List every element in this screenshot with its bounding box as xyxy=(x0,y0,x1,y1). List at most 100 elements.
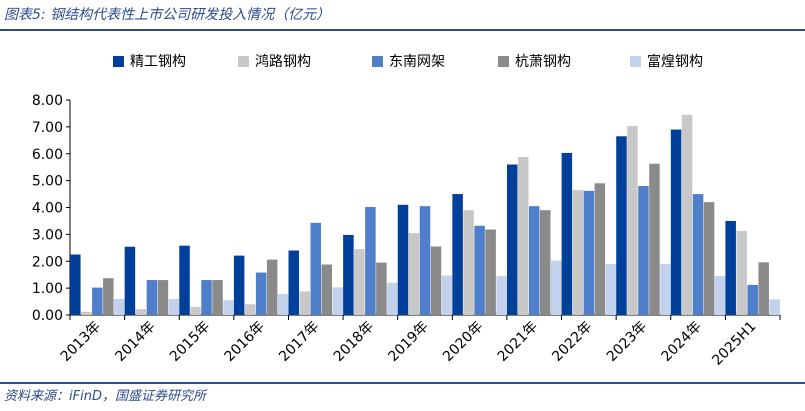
bar-2-4 xyxy=(244,304,256,315)
bar-4-10 xyxy=(594,183,606,315)
bar-5-5 xyxy=(332,287,344,315)
bar-5-10 xyxy=(605,263,617,315)
bar-2-11 xyxy=(627,126,638,315)
legend-label-5: 富煌钢构 xyxy=(647,53,703,70)
bar-3-4 xyxy=(255,272,267,315)
x-tick-label: 2020年 xyxy=(440,319,486,365)
bar-5-8 xyxy=(496,276,507,315)
bar-5-12 xyxy=(714,276,726,315)
x-axis: 2013年 2014年 2015年 2016年 2017年 2018年 2019年 2020年… xyxy=(58,314,781,369)
y-tick-label: 0.00 xyxy=(32,308,63,324)
x-tick-label: 2021年 xyxy=(495,319,541,365)
bar-1-7 xyxy=(397,204,409,315)
bar-2-13 xyxy=(736,230,747,315)
bar-1-9 xyxy=(506,164,518,315)
bar-1-5 xyxy=(288,250,300,315)
bar-3-12 xyxy=(692,194,704,315)
x-tick-label: 2017年 xyxy=(276,319,322,365)
x-tick-label: 2019年 xyxy=(385,319,431,365)
bar-4-5 xyxy=(321,264,333,315)
y-tick-label: 8.00 xyxy=(32,93,63,109)
bar-4-12 xyxy=(703,202,715,315)
x-tick-label: 2014年 xyxy=(112,319,158,365)
bar-5-4 xyxy=(277,294,289,315)
legend-label-4: 杭萧钢构 xyxy=(515,54,571,70)
bar-4-3 xyxy=(212,280,223,315)
bar-4-7 xyxy=(430,246,442,315)
x-tick-label: 2015年 xyxy=(167,319,213,365)
bar-3-9 xyxy=(528,206,540,315)
y-tick-label: 7.00 xyxy=(32,120,63,136)
bar-4-1 xyxy=(103,278,114,315)
x-tick-label: 2016年 xyxy=(222,319,268,365)
bar-1-13 xyxy=(725,220,736,315)
figure-title: 图表5: 钢结构代表性上市公司研发投入情况（亿元） xyxy=(4,7,331,23)
legend-label-3: 东南网架 xyxy=(389,54,445,70)
bar-2-10 xyxy=(572,190,584,315)
bar-2-12 xyxy=(681,114,693,315)
bar-5-6 xyxy=(387,282,398,315)
x-tick-label: 2023年 xyxy=(604,319,650,365)
bar-4-6 xyxy=(376,262,387,315)
bar-3-3 xyxy=(201,280,212,315)
bar-1-3 xyxy=(179,245,190,315)
y-axis: 0.00 1.00 2.00 3.00 4.00 5.00 6.00 7.00 8.00 xyxy=(32,93,71,324)
bar-2-1 xyxy=(81,311,92,315)
bar-2-3 xyxy=(190,306,201,315)
bar-2-7 xyxy=(408,233,420,315)
bar-1-12 xyxy=(670,129,682,315)
x-tick-label: 2022年 xyxy=(549,319,595,365)
bar-1-8 xyxy=(452,194,463,315)
source-rule xyxy=(0,382,805,384)
bar-3-6 xyxy=(365,206,376,315)
legend-label-2: 鸿路钢构 xyxy=(255,53,311,70)
legend-label-1: 精工钢构 xyxy=(130,54,186,70)
bar-3-7 xyxy=(419,206,431,315)
bar-5-11 xyxy=(660,263,671,315)
bar-3-1 xyxy=(92,287,103,315)
bar-3-11 xyxy=(638,186,649,315)
legend-swatch-2 xyxy=(238,56,249,67)
y-tick-label: 6.00 xyxy=(32,147,63,163)
y-tick-label: 4.00 xyxy=(32,201,63,217)
x-tick-label: 2025H1 xyxy=(709,319,759,369)
bar-4-13 xyxy=(758,262,769,315)
bar-5-7 xyxy=(441,275,453,315)
bar-series xyxy=(70,114,780,315)
y-tick-label: 5.00 xyxy=(32,174,63,190)
bar-2-2 xyxy=(135,309,147,315)
bar-2-8 xyxy=(463,210,474,315)
bar-4-2 xyxy=(157,280,169,315)
x-tick-label: 2013年 xyxy=(58,319,104,365)
chart-legend: 精工钢构 鸿路钢构 东南网架 杭萧钢构 富煌钢构 xyxy=(113,53,703,70)
y-tick-label: 3.00 xyxy=(32,227,63,243)
legend-swatch-1 xyxy=(113,56,124,67)
bar-5-9 xyxy=(550,260,562,315)
y-tick-label: 1.00 xyxy=(32,281,63,297)
legend-swatch-3 xyxy=(372,56,383,67)
source-note: 资料来源：iFinD，国盛证券研究所 xyxy=(4,389,206,404)
bar-1-10 xyxy=(561,152,573,315)
bar-3-2 xyxy=(146,280,158,315)
bar-1-6 xyxy=(343,234,354,315)
bar-4-8 xyxy=(485,229,496,315)
bar-3-8 xyxy=(474,225,485,315)
bar-4-9 xyxy=(539,210,551,315)
bar-5-1 xyxy=(114,298,125,315)
bar-3-10 xyxy=(583,190,595,315)
bar-1-2 xyxy=(124,246,136,315)
y-tick-label: 2.00 xyxy=(32,254,63,270)
bar-2-9 xyxy=(517,156,529,315)
bar-1-1 xyxy=(70,254,81,315)
legend-swatch-4 xyxy=(498,56,509,67)
bar-2-6 xyxy=(354,249,365,315)
bar-2-5 xyxy=(299,291,311,315)
bar-5-3 xyxy=(223,300,234,315)
x-tick-label: 2024年 xyxy=(658,319,704,365)
bar-1-11 xyxy=(616,136,627,315)
title-rule xyxy=(0,29,805,31)
bar-3-13 xyxy=(747,284,758,315)
x-tick-label: 2018年 xyxy=(331,319,377,365)
bar-5-13 xyxy=(769,299,780,315)
